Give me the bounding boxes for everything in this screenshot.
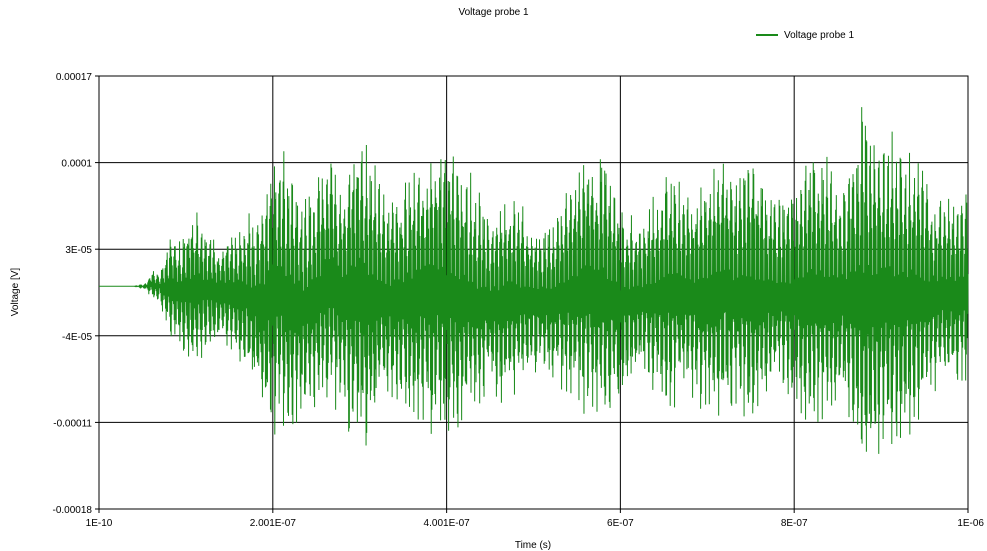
x-tick-label: 8E-07 (781, 518, 808, 529)
series-layer (99, 107, 969, 454)
x-tick-label: 1E-10 (86, 518, 113, 529)
legend: Voltage probe 1 (756, 29, 854, 41)
legend-label: Voltage probe 1 (784, 29, 855, 41)
y-tick-label: -0.00018 (53, 505, 93, 516)
legend-swatch (756, 34, 778, 36)
x-tick-label: 2.001E-07 (250, 518, 297, 529)
chart-title: Voltage probe 1 (458, 7, 529, 18)
series-line-voltage-probe-1 (99, 107, 969, 454)
y-tick-label: -4E-05 (62, 332, 92, 343)
y-tick-label: 0.00017 (56, 72, 93, 83)
x-tick-label: 6E-07 (607, 518, 634, 529)
y-tick-label: 0.0001 (61, 159, 92, 170)
tick-layer: 1E-10 2.001E-07 4.001E-07 6E-07 8E-07 1E-06 0.… (53, 72, 985, 529)
y-tick-label: 3E-05 (65, 245, 92, 256)
y-tick-label: -0.00011 (53, 418, 92, 429)
x-axis-title: Time (s) (515, 540, 551, 551)
x-tick-label: 1E-06 (957, 518, 984, 529)
y-axis-title: Voltage [V] (10, 268, 21, 317)
x-tick-label: 4.001E-07 (424, 518, 471, 529)
